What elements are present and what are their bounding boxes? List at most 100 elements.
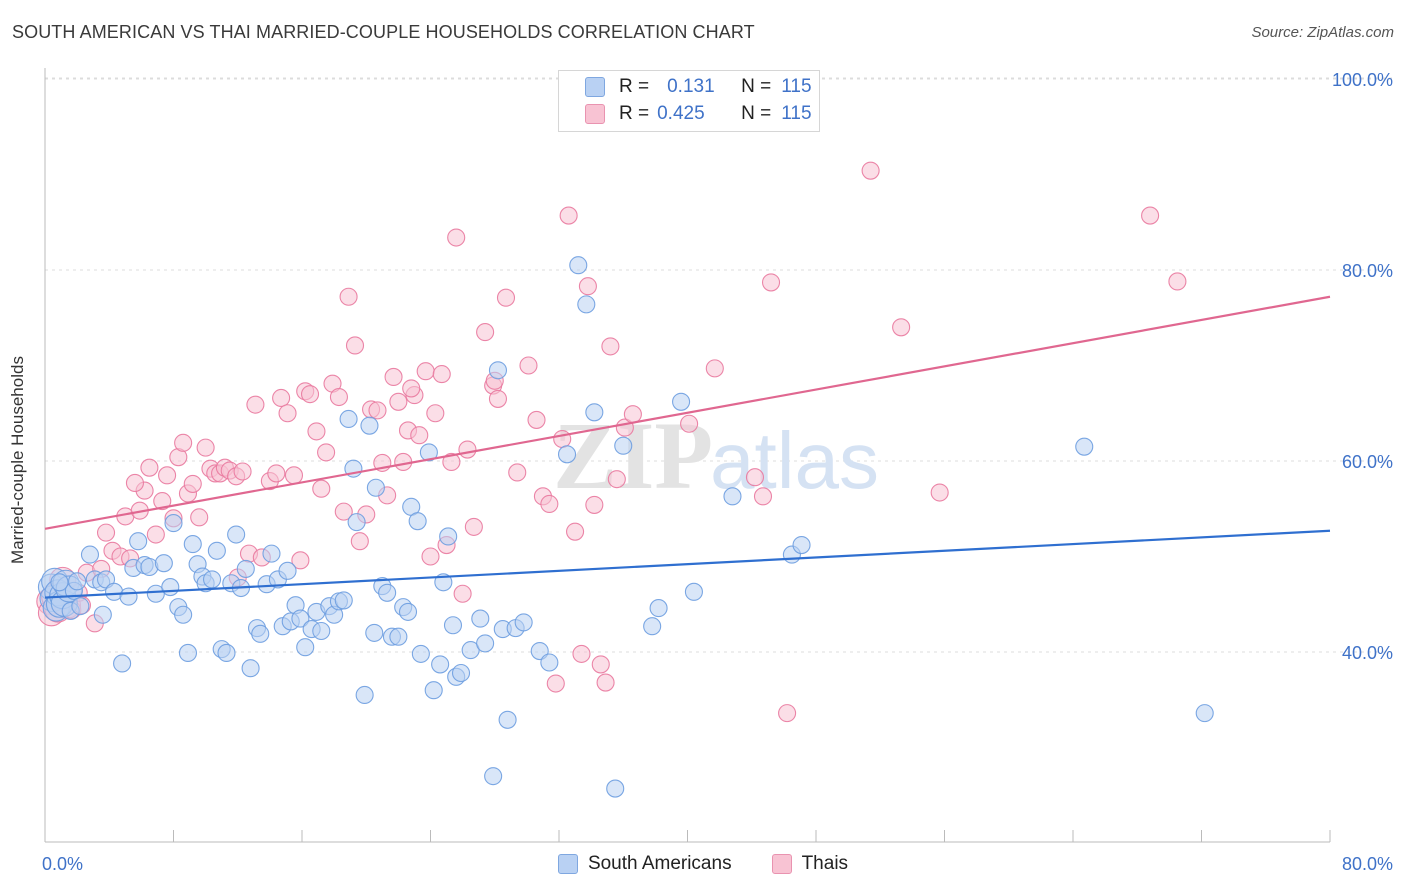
r-label: R = (619, 76, 650, 97)
thais-point (432, 365, 451, 384)
watermark: ZIP atlas (553, 402, 879, 509)
thais-point (572, 644, 591, 663)
south-americans-point (164, 514, 183, 533)
r-value: 0.425 (657, 103, 705, 124)
thais-point (278, 404, 297, 423)
thais-point (368, 401, 387, 420)
thais-point (488, 389, 508, 408)
thais-swatch (585, 104, 605, 124)
thais-point (527, 410, 546, 429)
south-americans-point (347, 513, 366, 532)
thais-point (453, 584, 472, 603)
south-americans-point (569, 256, 588, 275)
thais-point (174, 433, 193, 452)
thais-point (284, 466, 304, 485)
n-label: N = (741, 103, 772, 124)
south-americans-point (365, 623, 384, 642)
south-americans-point (161, 578, 180, 597)
south-americans-point (1195, 704, 1214, 723)
south-americans-point (443, 616, 463, 635)
thais-point (272, 388, 291, 408)
thais-point (300, 385, 320, 404)
series-legend: South Americans Thais (0, 850, 1406, 878)
south-americans-point (398, 602, 418, 621)
south-americans-point (484, 767, 503, 786)
thais-point (426, 404, 445, 423)
thais-trend-line (44, 295, 1331, 530)
n-value: 115 (781, 103, 812, 124)
south-americans-point (1075, 437, 1094, 456)
south-americans-point (174, 605, 193, 624)
south-americans-point (251, 624, 270, 643)
south-americans-point (514, 613, 533, 632)
south-americans-point (183, 535, 202, 554)
south-americans-point (439, 527, 458, 546)
thais-point (402, 379, 421, 398)
thais-point (585, 495, 604, 514)
y-tick-label: 40.0% (1342, 643, 1393, 663)
y-tick-label: 80.0% (1342, 261, 1393, 281)
south-americans-point (278, 561, 297, 580)
south-americans-point (129, 532, 148, 551)
south-americans-point (585, 403, 604, 422)
thais-point (345, 336, 365, 355)
thais-point (125, 473, 144, 493)
tick-labels: 40.0% 60.0% 80.0% 100.0% 0.0% 80.0% (42, 70, 1393, 874)
legend-row-thais: R = 0.425 N = 115 (585, 102, 812, 126)
south-americans-point (408, 512, 427, 531)
south-americans-point (498, 710, 517, 729)
thais-point (623, 405, 642, 424)
thais-point (442, 452, 461, 472)
thais-point (861, 161, 880, 180)
r-value: 0.131 (667, 76, 715, 97)
south-americans-point (217, 643, 236, 663)
thais-point (267, 464, 286, 483)
thais-legend-swatch (771, 854, 792, 874)
south-americans-point (577, 295, 596, 314)
thais-point (416, 362, 435, 381)
south-americans-point (471, 609, 490, 628)
thais-point (519, 356, 538, 375)
south-americans-point (50, 573, 69, 592)
south-americans-point (93, 605, 112, 624)
south-americans-point (355, 685, 374, 705)
south-americans-point (684, 582, 703, 601)
legend-item-south-americans: South Americans (557, 853, 732, 875)
y-tick-label: 60.0% (1342, 452, 1393, 472)
thais-point (745, 468, 765, 487)
thais-point (146, 525, 165, 544)
south-americans-point (606, 779, 625, 798)
south-americans-point (488, 361, 508, 380)
thais-point (476, 323, 495, 342)
south-americans-point (424, 681, 443, 700)
south-americans-point (389, 627, 408, 646)
thais-point (559, 206, 578, 225)
south-americans-point (614, 436, 633, 455)
thais-point (329, 387, 348, 407)
trend-lines (44, 295, 1331, 599)
south-americans-point (557, 445, 577, 464)
south-americans-point (476, 634, 495, 653)
legend-item-thais: Thais (771, 853, 848, 875)
south-americans-point (227, 525, 246, 544)
south-americans-point (113, 654, 132, 673)
south-americans-point (431, 655, 450, 674)
south-americans-point (540, 653, 559, 672)
x-tick-label-max: 80.0% (1342, 854, 1393, 874)
thais-point (601, 337, 620, 356)
south-americans-swatch (585, 77, 605, 97)
thais-point (566, 522, 585, 541)
thais-point (312, 479, 331, 498)
south-americans-point (334, 591, 353, 610)
south-americans-legend-swatch (557, 854, 578, 874)
south-americans-point (119, 587, 138, 606)
south-americans-point (154, 554, 173, 573)
thais-point (96, 523, 116, 542)
thais-point (196, 438, 215, 457)
south-americans-point (296, 638, 315, 657)
south-americans-point (419, 443, 438, 462)
south-americans-point (378, 583, 397, 602)
thais-point (596, 673, 615, 692)
thais-point (753, 487, 773, 506)
